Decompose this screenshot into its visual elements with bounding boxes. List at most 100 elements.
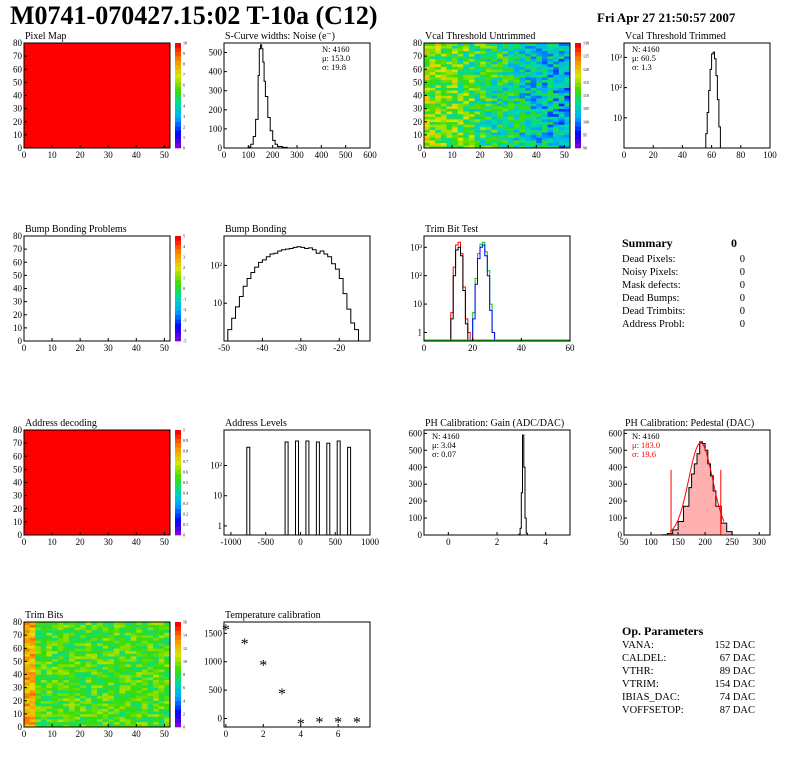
ph-pedestal-ytick-label: 300 (609, 479, 623, 489)
trim-bits-cell (74, 695, 81, 699)
trim-bits-cell (147, 703, 154, 707)
bump-problems-xtick-label: 50 (160, 343, 170, 353)
vcal-untrimmed-cell (452, 100, 458, 104)
vcal-untrimmed-cell (491, 66, 498, 70)
vcal-untrimmed-cell (435, 58, 442, 62)
trim-bits-cell (130, 661, 137, 665)
vcal-untrimmed-cell (497, 56, 503, 60)
trim-bits-cell (102, 674, 109, 678)
trim-bits-cell (158, 645, 165, 649)
trim-bits-cell (113, 674, 120, 678)
vcal-untrimmed-cell (513, 90, 520, 94)
vcal-untrimmed-cell (519, 100, 526, 104)
address-decoding-scale-step (175, 495, 181, 501)
trim-bits-cell (29, 708, 36, 712)
trim-bits-cell (153, 640, 160, 644)
vcal-untrimmed-cell (513, 92, 520, 96)
vcal-untrimmed-cell (558, 98, 565, 102)
vcal-untrimmed-cell (508, 82, 515, 86)
trim-bits-cell (153, 713, 160, 717)
trim-bits-cell (164, 708, 171, 712)
pixel-map-scale-label: 8 (183, 62, 185, 67)
trim-bits-cell (125, 695, 131, 699)
trim-bits-xtick-label: 40 (132, 729, 142, 739)
vcal-untrimmed-cell (558, 58, 565, 62)
trim-bits-cell (158, 664, 165, 667)
bump-problems-scale-step (175, 249, 181, 254)
trim-bits-cell (164, 677, 171, 681)
vcal-untrimmed-cell (564, 85, 571, 88)
trim-bits-cell (119, 703, 126, 707)
trim-bits-cell (97, 677, 103, 681)
trim-bits-cell (80, 700, 87, 704)
trim-bits-cell (63, 650, 70, 654)
vcal-untrimmed-cell (547, 87, 554, 91)
trim-bits-cell (158, 674, 165, 678)
trim-bits-cell (119, 692, 126, 696)
bump-problems-xtick-label: 0 (22, 343, 27, 353)
bump-problems-scale-label: 5 (183, 234, 185, 239)
vcal-untrimmed-cell (525, 100, 531, 104)
trim-bits-cell (113, 724, 120, 728)
trim-bits-cell (80, 695, 87, 699)
trim-bits-cell (91, 661, 98, 665)
trim-bits-cell (119, 690, 126, 694)
vcal-untrimmed-cell (468, 124, 475, 128)
vcal-untrimmed-cell (491, 124, 498, 128)
trim-bits-cell (91, 658, 98, 662)
bump-problems-scale-step (175, 332, 181, 337)
trim-bits-cell (147, 666, 154, 670)
vcal-untrimmed-cell (508, 142, 515, 146)
trim-bits-cell (24, 674, 30, 678)
vcal-untrimmed-cell (502, 77, 509, 81)
vcal-untrimmed-cell (530, 58, 537, 62)
trim-bits-cell (153, 719, 160, 723)
trim-bits-cell (24, 661, 30, 665)
trim-bits-cell (74, 698, 81, 702)
vcal-untrimmed-cell (553, 74, 560, 78)
vcal-untrimmed-cell (468, 79, 475, 83)
trim-bits-cell (141, 682, 148, 686)
trim-bits-cell (35, 719, 42, 723)
vcal-untrimmed-cell (519, 45, 526, 49)
vcal-untrimmed-cell (541, 127, 548, 130)
trim-bits-cell (108, 674, 115, 678)
trim-bits-cell (97, 708, 103, 712)
vcal-untrimmed-cell (508, 74, 515, 78)
vcal-untrimmed-cell (519, 129, 526, 133)
vcal-untrimmed-cell (564, 82, 571, 86)
address-levels-bar (315, 441, 320, 536)
vcal-untrimmed-cell (513, 98, 520, 102)
vcal-untrimmed-cell (491, 56, 498, 60)
trim-bits-cell (68, 685, 75, 688)
trim-bits-cell (119, 685, 126, 688)
trim-bits-cell (113, 637, 120, 641)
vcal-untrimmed-cell (558, 85, 565, 88)
vcal-untrimmed-cell (508, 132, 515, 136)
trim-bits-cell (147, 653, 154, 657)
address-decoding-scale-step (175, 526, 181, 531)
trim-bits-cell (29, 687, 36, 691)
trim-bits-cell (119, 640, 126, 644)
trim-bits-cell (136, 716, 143, 720)
trim-bits-cell (153, 692, 160, 696)
trim-bits-scale-label: 2 (183, 711, 185, 716)
vcal-untrimmed-cell (457, 45, 464, 49)
vcal-untrimmed-cell (491, 50, 498, 54)
vcal-untrimmed-cell (497, 87, 503, 91)
address-levels-ytick-label: 10 (213, 491, 223, 501)
trim-bits-cell (35, 700, 42, 704)
vcal-untrimmed-cell (446, 140, 453, 144)
vcal-untrimmed-cell (530, 74, 537, 78)
vcal-untrimmed-cell (446, 74, 453, 78)
vcal-untrimmed-cell (446, 56, 453, 60)
trim-bits-cell (52, 685, 58, 688)
vcal-untrimmed-cell (429, 119, 436, 123)
trim-bits-cell (63, 724, 70, 728)
vcal-untrimmed-cell (558, 90, 565, 94)
trim-bits-cell (102, 627, 109, 631)
vcal-untrimmed-cell (424, 61, 430, 65)
vcal-untrimmed-cell (558, 53, 565, 57)
vcal-untrimmed-cell (452, 142, 458, 146)
